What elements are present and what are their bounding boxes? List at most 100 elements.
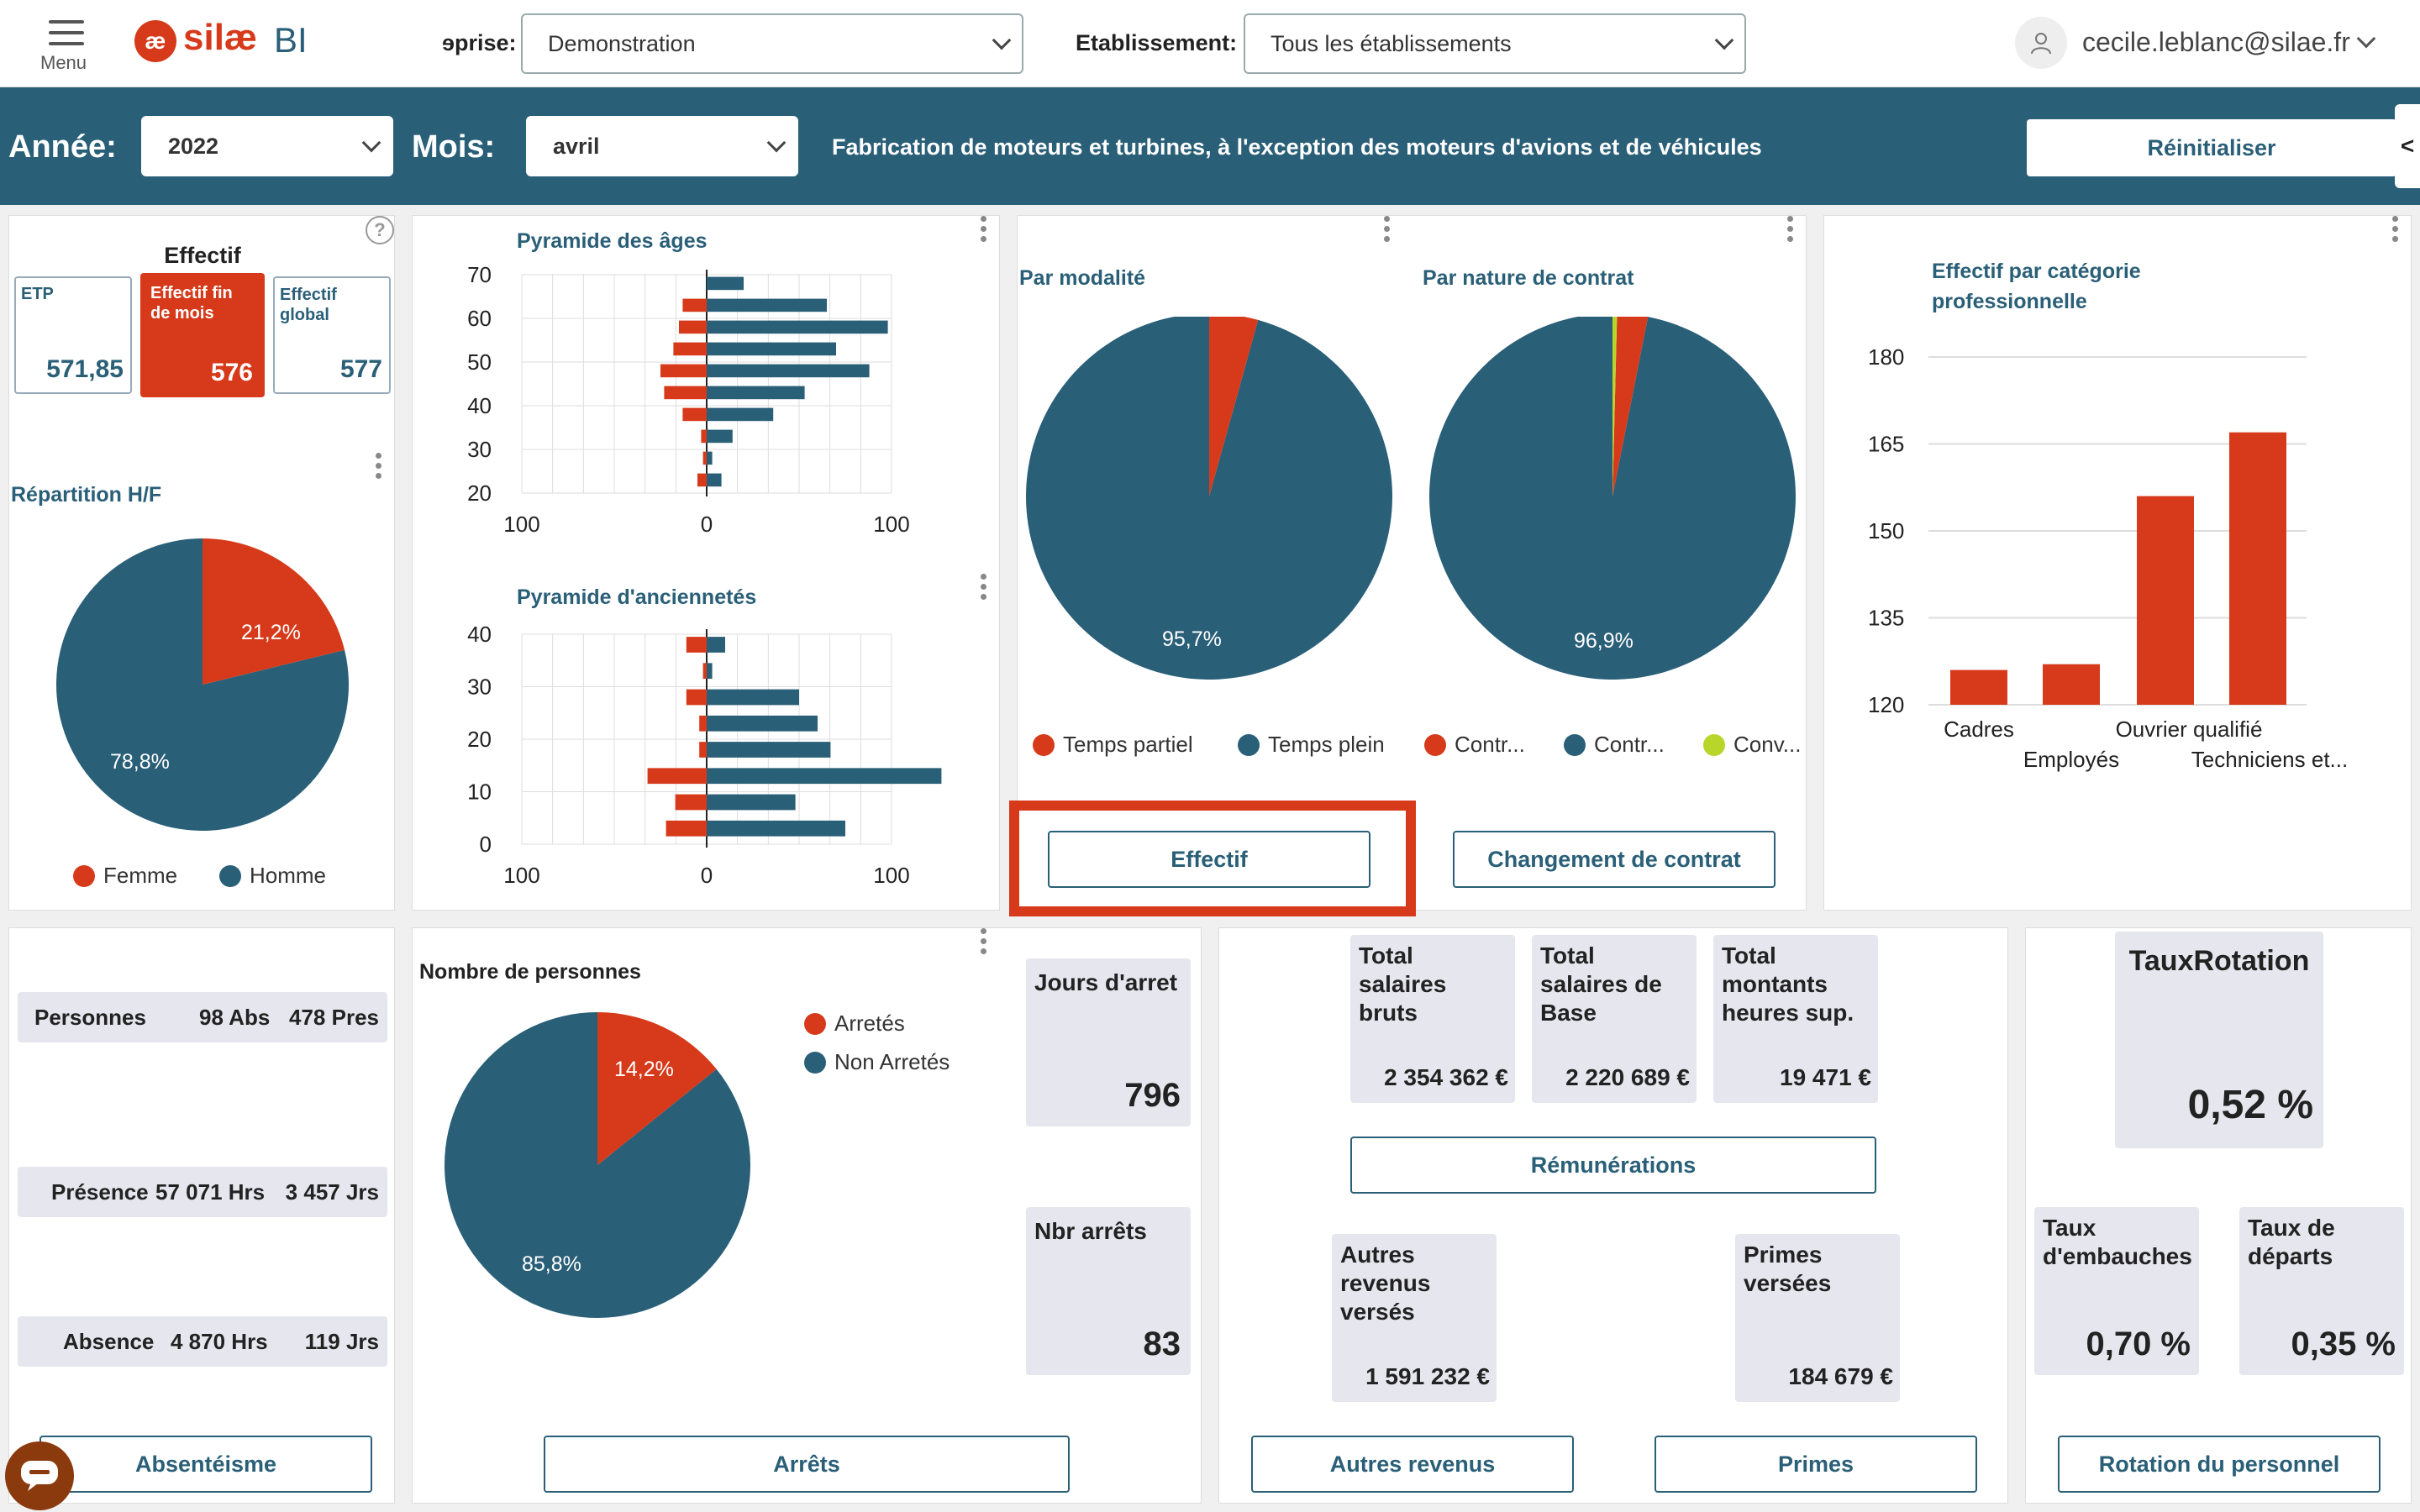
etp-card[interactable]: ETP 571,85	[14, 276, 132, 394]
card-label-line: versées	[1744, 1270, 1832, 1296]
taux-departs-card: Taux de départs 0,35 %	[2239, 1207, 2404, 1375]
chevron-down-icon[interactable]	[2356, 29, 2376, 49]
age-bar-right	[707, 320, 888, 334]
card-label: Autres revenus versés	[1340, 1241, 1430, 1326]
taux-embauches-card: Taux d'embauches 0,70 %	[2034, 1207, 2199, 1375]
more-options-icon[interactable]	[376, 453, 382, 483]
categorie-chart: 180 165 150 135 120 Cadres Ouvrier qualifié Emp…	[1868, 344, 2348, 772]
legend-contrat-2[interactable]: Contr...	[1564, 732, 1665, 758]
age-bar-left	[701, 429, 707, 444]
legend-temps-partiel[interactable]: Temps partiel	[1033, 732, 1193, 758]
avatar[interactable]	[2015, 17, 2067, 69]
highlight-box	[1009, 801, 1416, 916]
card-value: 2 354 362 €	[1384, 1064, 1508, 1090]
effectif-fin-mois-card[interactable]: Effectif fin de mois 576	[140, 273, 265, 397]
panel-absences: Personnes 98 Abs 478 Pres Présence 57 07…	[8, 927, 395, 1504]
x-tick-label: 100	[503, 512, 539, 535]
category-bar	[1950, 669, 2007, 705]
card-label-line: bruts	[1359, 1000, 1418, 1026]
panel-arrets: Nombre de personnes 14,2% 85,8% Arretés …	[412, 927, 1202, 1504]
menu-label[interactable]: Menu	[40, 52, 87, 73]
top-bar: Menu æ silæ BI ɘprise: Demonstration Eta…	[0, 0, 2420, 87]
autres-revenus-card: Autres revenus versés 1 591 232 €	[1332, 1234, 1497, 1402]
age-bar-right	[707, 473, 722, 487]
y-tick-label: 180	[1868, 344, 1904, 370]
legend-temps-plein[interactable]: Temps plein	[1238, 732, 1385, 758]
y-tick-label: 60	[467, 306, 492, 331]
row-absence: Absence 4 870 Hrs 119 Jrs	[18, 1316, 387, 1367]
card-label: Total salaires bruts	[1359, 942, 1446, 1027]
card-label-line: Base	[1540, 1000, 1597, 1026]
pie-slice-temps-partiel	[1209, 317, 1259, 496]
reset-button[interactable]: Réinitialiser	[2027, 119, 2396, 176]
x-tick-label: Employés	[2023, 747, 2119, 772]
user-email[interactable]: cecile.leblanc@silae.fr	[2082, 27, 2350, 57]
category-bar	[2043, 664, 2100, 705]
pie-label-modalite: 95,7%	[1162, 627, 1222, 651]
arrets-button[interactable]: Arrêts	[544, 1436, 1070, 1493]
chat-button[interactable]	[5, 1441, 74, 1510]
panel-categorie: Effectif par catégorie professionnelle 1…	[1823, 215, 2412, 911]
anc-bar-right	[707, 768, 942, 785]
anc-bar-left	[686, 637, 707, 653]
categorie-title-line2: professionnelle	[1932, 290, 2087, 313]
y-tick-label: 150	[1868, 518, 1904, 543]
age-bar-right	[707, 276, 744, 291]
remunerations-button[interactable]: Rémunérations	[1350, 1137, 1876, 1194]
legend-contrat-3[interactable]: Conv...	[1703, 732, 1801, 758]
autres-revenus-button[interactable]: Autres revenus	[1251, 1436, 1574, 1493]
etablissement-value: Tous les établissements	[1270, 30, 1512, 56]
rotation-button[interactable]: Rotation du personnel	[2058, 1436, 2381, 1493]
help-icon[interactable]: ?	[366, 216, 394, 244]
heures-sup-card: Total montants heures sup. 19 471 €	[1713, 935, 1878, 1103]
nbr-arrets-card: Nbr arrêts 83	[1026, 1207, 1191, 1375]
collapse-panel-button[interactable]: <	[2395, 104, 2420, 188]
legend-contrat-1[interactable]: Contr...	[1424, 732, 1525, 758]
more-options-icon[interactable]	[981, 928, 987, 958]
card-value: 83	[1143, 1326, 1181, 1362]
y-tick-label: 70	[467, 262, 492, 287]
row-value-b: 3 457 Jrs	[285, 1179, 379, 1205]
age-bar-left	[682, 298, 707, 312]
legend-femme[interactable]: Femme	[73, 863, 177, 889]
card-label-line: Primes	[1744, 1242, 1823, 1268]
age-bar-left	[702, 451, 707, 465]
legend-non-arretes[interactable]: Non Arretés	[804, 1049, 950, 1075]
mois-select[interactable]: avril	[526, 116, 798, 176]
more-options-icon[interactable]	[2392, 216, 2399, 246]
more-options-icon[interactable]	[981, 574, 987, 604]
pie-slice-femme	[203, 538, 345, 685]
category-bar	[2229, 432, 2286, 705]
arrets-title: Nombre de personnes	[419, 960, 641, 984]
card-label-line: d'embauches	[2043, 1243, 2192, 1269]
more-options-icon[interactable]	[1787, 216, 1794, 246]
entreprise-select[interactable]: Demonstration	[521, 13, 1023, 74]
legend-homme[interactable]: Homme	[219, 863, 326, 889]
etablissement-label: Etablissement:	[1076, 30, 1238, 55]
annee-select[interactable]: 2022	[141, 116, 393, 176]
card-label-line: Taux de	[2248, 1215, 2335, 1241]
etablissement-select[interactable]: Tous les établissements	[1244, 13, 1746, 74]
card-value: 19 471 €	[1780, 1064, 1871, 1090]
effectif-button[interactable]: Effectif	[1048, 831, 1370, 888]
primes-button[interactable]: Primes	[1655, 1436, 1977, 1493]
card-label-line: Total	[1540, 942, 1595, 969]
more-options-icon[interactable]	[1384, 216, 1391, 246]
more-options-icon[interactable]	[981, 216, 987, 246]
legend-dot-icon	[804, 1051, 826, 1074]
anc-bar-right	[707, 715, 818, 732]
age-bar-left	[679, 320, 707, 334]
legend-dot-icon	[1238, 733, 1260, 756]
mois-value: avril	[553, 133, 600, 159]
row-value-a: 98 Abs	[199, 1004, 271, 1030]
y-tick-label: 20	[467, 480, 492, 506]
card-label-line: revenus	[1340, 1270, 1431, 1296]
card-value: 2 220 689 €	[1565, 1064, 1690, 1090]
absenteisme-button[interactable]: Absentéisme	[39, 1436, 372, 1493]
effectif-global-card[interactable]: Effectif global 577	[273, 276, 391, 394]
legend-arretes[interactable]: Arretés	[804, 1011, 905, 1037]
legend-label: Homme	[250, 863, 327, 888]
menu-icon[interactable]	[49, 20, 84, 53]
changement-contrat-button[interactable]: Changement de contrat	[1453, 831, 1776, 888]
